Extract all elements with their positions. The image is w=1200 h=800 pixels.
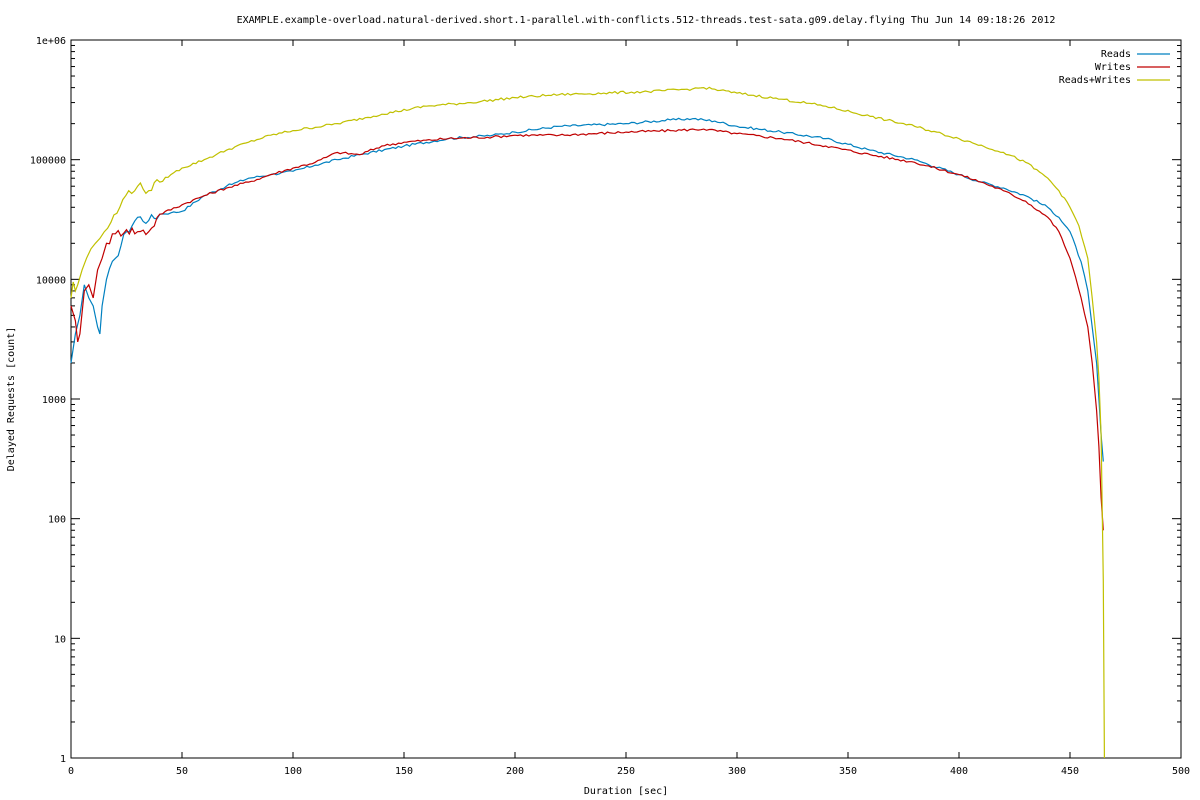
x-tick-label: 0	[68, 766, 74, 777]
x-tick-label: 100	[284, 766, 302, 777]
y-tick-label: 1000	[42, 395, 66, 406]
chart-title: EXAMPLE.example-overload.natural-derived…	[237, 15, 1056, 26]
x-axis-ticks: 0 50 100 150 200 250 300 350 400 450 500	[68, 40, 1190, 777]
series-line-reads	[70, 117, 1104, 462]
x-tick-label: 300	[728, 766, 746, 777]
x-tick-label: 150	[395, 766, 413, 777]
x-tick-label: 500	[1172, 766, 1190, 777]
legend-label: Writes	[1095, 62, 1131, 73]
x-tick-label: 50	[176, 766, 188, 777]
legend-label: Reads+Writes	[1059, 75, 1131, 86]
y-tick-label: 10000	[36, 275, 66, 286]
x-tick-label: 400	[950, 766, 968, 777]
y-tick-label: 1	[60, 754, 66, 765]
series-line-reads-writes	[70, 86, 1105, 759]
x-axis-label: Duration [sec]	[584, 786, 668, 797]
y-tick-label: 10	[54, 634, 66, 645]
y-tick-label: 100000	[30, 156, 66, 167]
y-axis-label: Delayed Requests [count]	[6, 327, 17, 472]
y-tick-label: 1e+06	[36, 36, 66, 47]
series-lines	[70, 86, 1105, 759]
x-tick-label: 450	[1061, 766, 1079, 777]
series-line-writes	[70, 128, 1104, 531]
y-axis-ticks: 1 10 100 1000 10000 100000 1e+06	[30, 36, 1181, 765]
x-tick-label: 200	[506, 766, 524, 777]
legend-label: Reads	[1101, 49, 1131, 60]
x-tick-label: 350	[839, 766, 857, 777]
legend: Reads Writes Reads+Writes	[1059, 49, 1170, 86]
x-tick-label: 250	[617, 766, 635, 777]
y-tick-label: 100	[48, 515, 66, 526]
